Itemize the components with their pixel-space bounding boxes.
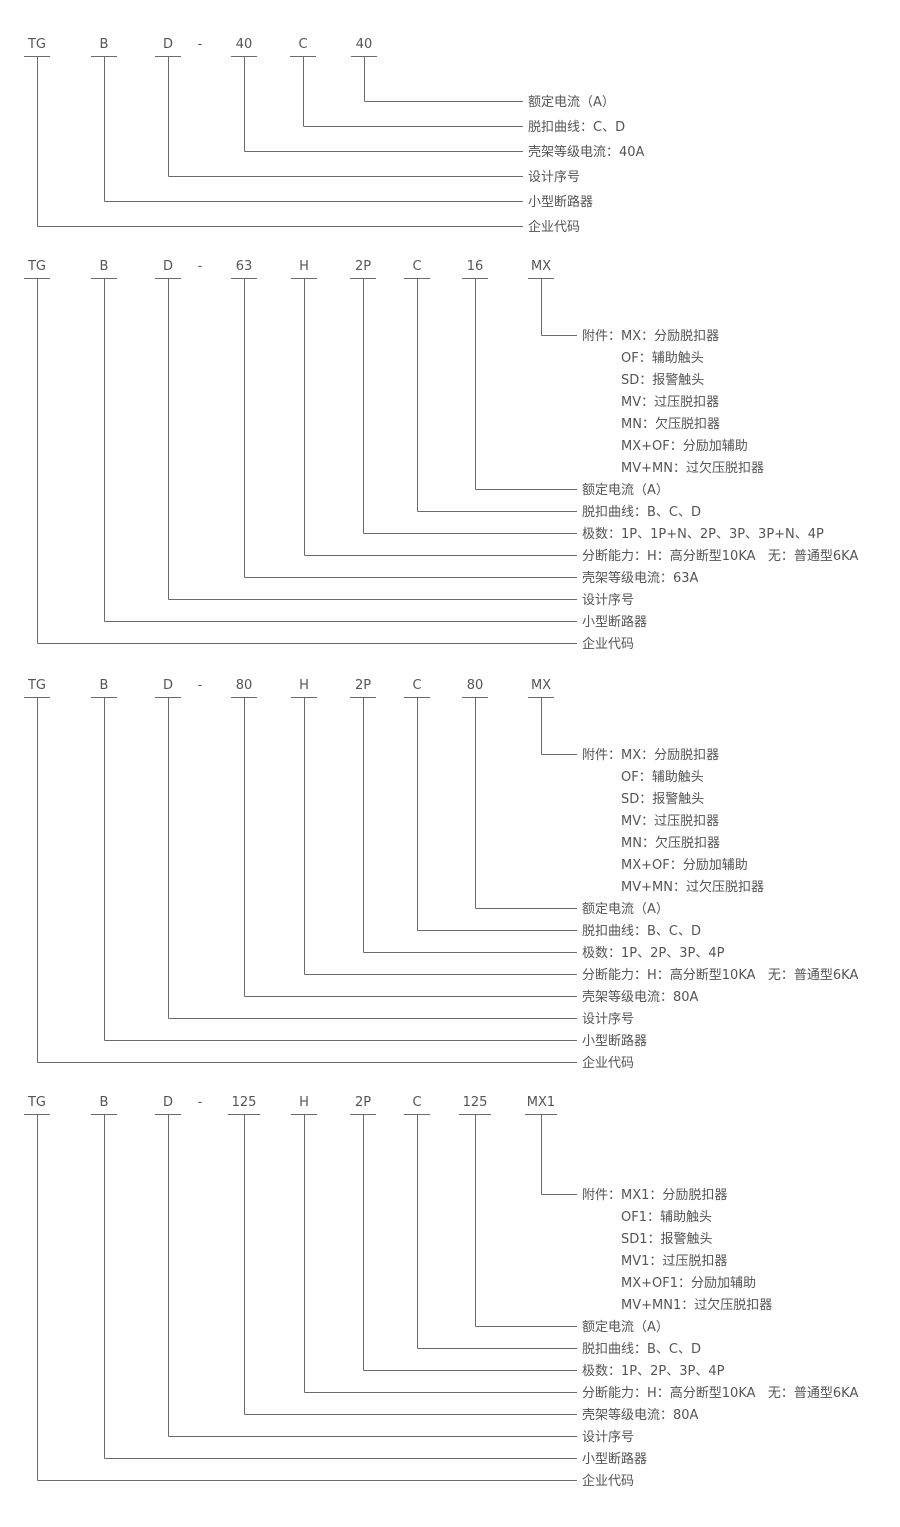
segment-description: 脱扣曲线：B、C、D bbox=[582, 505, 701, 520]
segment-description: 额定电流（A） bbox=[528, 95, 615, 110]
segment-description: 小型断路器 bbox=[582, 1451, 647, 1467]
code-segment: D bbox=[163, 259, 173, 274]
attachment-label: 附件：MX1：分励脱扣器 bbox=[582, 1188, 727, 1203]
attachment-label: 附件：MX：分励脱扣器 bbox=[582, 329, 719, 344]
attachment-item: OF1：辅助触头 bbox=[621, 1210, 712, 1225]
code-segment: - bbox=[198, 259, 203, 274]
code-segment: B bbox=[100, 37, 109, 52]
attachment-item: MN：欠压脱扣器 bbox=[621, 835, 720, 851]
segment-description: 设计序号 bbox=[582, 593, 634, 608]
code-segment: MX bbox=[531, 678, 551, 693]
segment-description: 企业代码 bbox=[582, 1473, 634, 1489]
segment-description: 小型断路器 bbox=[582, 614, 647, 630]
segment-description: 分断能力：H：高分断型10KA 无：普通型6KA bbox=[582, 1385, 858, 1401]
segment-description: 设计序号 bbox=[582, 1012, 634, 1027]
code-segment: C bbox=[412, 678, 421, 693]
code-segment: B bbox=[100, 1095, 109, 1110]
attachment-item: MV：过压脱扣器 bbox=[621, 395, 719, 410]
code-segment: - bbox=[198, 37, 203, 52]
segment-description: 小型断路器 bbox=[582, 1033, 647, 1049]
attachment-item: MX+OF1：分励加辅助 bbox=[621, 1276, 756, 1291]
code-segment: 40 bbox=[236, 37, 253, 52]
code-segment: H bbox=[299, 1095, 309, 1110]
segment-description: 额定电流（A） bbox=[582, 1320, 669, 1335]
segment-description: 脱扣曲线：B、C、D bbox=[582, 924, 701, 939]
attachment-item: OF：辅助触头 bbox=[621, 351, 704, 366]
code-segment: 16 bbox=[467, 259, 484, 274]
segment-description: 壳架等级电流：80A bbox=[582, 989, 699, 1005]
code-segment: 80 bbox=[236, 678, 253, 693]
segment-description: 壳架等级电流：63A bbox=[582, 570, 699, 586]
attachment-label: 附件：MX：分励脱扣器 bbox=[582, 748, 719, 763]
code-segment: 80 bbox=[467, 678, 484, 693]
code-segment: B bbox=[100, 678, 109, 693]
code-segment: 125 bbox=[463, 1095, 488, 1110]
segment-description: 企业代码 bbox=[582, 636, 634, 652]
segment-description: 额定电流（A） bbox=[582, 902, 669, 917]
code-segment: D bbox=[163, 1095, 173, 1110]
segment-description: 壳架等级电流：80A bbox=[582, 1407, 699, 1423]
segment-description: 壳架等级电流：40A bbox=[528, 144, 645, 160]
code-segment: 63 bbox=[236, 259, 253, 274]
code-segment: 125 bbox=[232, 1095, 257, 1110]
code-segment: 2P bbox=[355, 259, 371, 274]
attachment-item: MX+OF：分励加辅助 bbox=[621, 439, 748, 454]
segment-description: 设计序号 bbox=[582, 1430, 634, 1445]
attachment-item: MV+MN：过欠压脱扣器 bbox=[621, 879, 764, 895]
code-segment: H bbox=[299, 678, 309, 693]
code-segment: TG bbox=[27, 259, 46, 274]
code-segment: 40 bbox=[356, 37, 373, 52]
code-segment: H bbox=[299, 259, 309, 274]
attachment-item: MV+MN：过欠压脱扣器 bbox=[621, 460, 764, 476]
segment-description: 极数：1P、2P、3P、4P bbox=[582, 946, 725, 961]
code-segment: MX1 bbox=[527, 1095, 555, 1110]
segment-description: 分断能力：H：高分断型10KA 无：普通型6KA bbox=[582, 548, 858, 564]
code-segment: C bbox=[412, 1095, 421, 1110]
code-segment: B bbox=[100, 259, 109, 274]
attachment-item: SD：报警触头 bbox=[621, 372, 704, 388]
code-segment: - bbox=[198, 1095, 203, 1110]
code-segment: MX bbox=[531, 259, 551, 274]
attachment-item: SD1：报警触头 bbox=[621, 1231, 713, 1247]
segment-description: 企业代码 bbox=[528, 219, 580, 235]
segment-description: 脱扣曲线：B、C、D bbox=[582, 1342, 701, 1357]
code-segment: D bbox=[163, 678, 173, 693]
attachment-item: OF：辅助触头 bbox=[621, 770, 704, 785]
attachment-item: MN：欠压脱扣器 bbox=[621, 416, 720, 432]
segment-description: 极数：1P、2P、3P、4P bbox=[582, 1364, 725, 1379]
attachment-item: MV：过压脱扣器 bbox=[621, 814, 719, 829]
code-segment: TG bbox=[27, 678, 46, 693]
attachment-item: MX+OF：分励加辅助 bbox=[621, 858, 748, 873]
attachment-item: MV+MN1：过欠压脱扣器 bbox=[621, 1297, 772, 1313]
code-segment: C bbox=[412, 259, 421, 274]
code-segment: TG bbox=[27, 1095, 46, 1110]
code-segment: D bbox=[163, 37, 173, 52]
segment-description: 脱扣曲线：C、D bbox=[528, 120, 625, 135]
code-segment: C bbox=[298, 37, 307, 52]
code-segment: 2P bbox=[355, 678, 371, 693]
code-segment: 2P bbox=[355, 1095, 371, 1110]
attachment-item: SD：报警触头 bbox=[621, 791, 704, 807]
segment-description: 设计序号 bbox=[528, 170, 580, 185]
attachment-item: MV1：过压脱扣器 bbox=[621, 1254, 727, 1269]
segment-description: 分断能力：H：高分断型10KA 无：普通型6KA bbox=[582, 967, 858, 983]
segment-description: 小型断路器 bbox=[528, 194, 593, 210]
segment-description: 极数：1P、1P+N、2P、3P、3P+N、4P bbox=[582, 527, 824, 542]
segment-description: 额定电流（A） bbox=[582, 483, 669, 498]
segment-description: 企业代码 bbox=[582, 1055, 634, 1071]
code-segment: TG bbox=[27, 37, 46, 52]
code-segment: - bbox=[198, 678, 203, 693]
